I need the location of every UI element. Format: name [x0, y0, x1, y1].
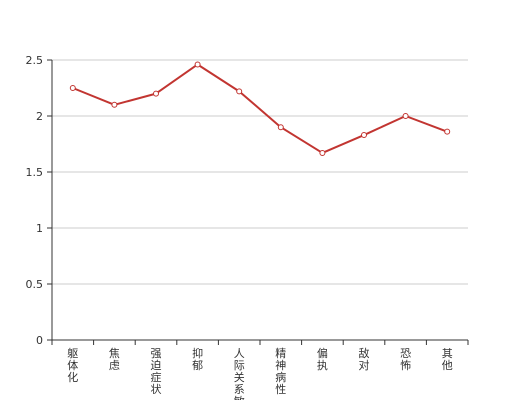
data-point[interactable] — [361, 132, 367, 139]
x-category-label: 其他 — [442, 347, 453, 372]
x-category-label: 敌对 — [359, 346, 370, 372]
y-tick-label: 0 — [36, 334, 43, 347]
y-tick-label: 1 — [36, 222, 43, 235]
y-tick-label: 0.5 — [26, 278, 44, 291]
data-point[interactable] — [69, 85, 76, 91]
series-layer — [69, 61, 451, 156]
x-category-label: 强迫症状 — [151, 347, 162, 396]
x-category-label: 偏执 — [317, 346, 328, 372]
data-point[interactable] — [111, 101, 118, 108]
data-point[interactable] — [236, 88, 243, 95]
data-point[interactable] — [153, 90, 159, 97]
data-point[interactable] — [277, 124, 284, 131]
x-category-label: 人际关系敏感 — [234, 347, 245, 400]
x-category-label: 焦虑 — [109, 347, 120, 372]
data-point[interactable] — [194, 61, 201, 68]
data-point[interactable] — [402, 113, 409, 119]
y-tick-label: 2 — [36, 110, 43, 123]
y-axis-tick-labels: 0 0.5 1 1.5 2 2.5 — [26, 54, 44, 347]
x-category-label: 躯体化 — [67, 347, 78, 384]
data-point[interactable] — [319, 149, 326, 156]
x-category-label: 恐怖 — [400, 347, 411, 372]
x-category-label: 精神病性 — [275, 347, 286, 396]
y-tick-label: 2.5 — [26, 54, 44, 67]
data-point[interactable] — [444, 128, 451, 135]
series-line — [72, 63, 448, 154]
y-tick-label: 1.5 — [26, 166, 44, 179]
x-category-label: 抑郁 — [192, 346, 203, 372]
axes — [47, 59, 469, 345]
x-axis-category-labels: 躯体化 焦虑 强迫症状 抑郁 人际关系敏感 精神病性 偏执 敌对 恐怖 其他 — [67, 346, 452, 400]
grid-lines — [52, 59, 468, 285]
